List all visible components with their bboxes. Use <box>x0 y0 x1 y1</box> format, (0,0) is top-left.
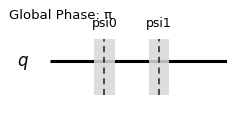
Text: psi0: psi0 <box>91 17 117 30</box>
Text: psi1: psi1 <box>146 17 172 30</box>
Text: q: q <box>17 52 28 70</box>
Bar <box>149 39 169 95</box>
Bar <box>94 39 115 95</box>
Text: Global Phase: π: Global Phase: π <box>9 9 112 22</box>
